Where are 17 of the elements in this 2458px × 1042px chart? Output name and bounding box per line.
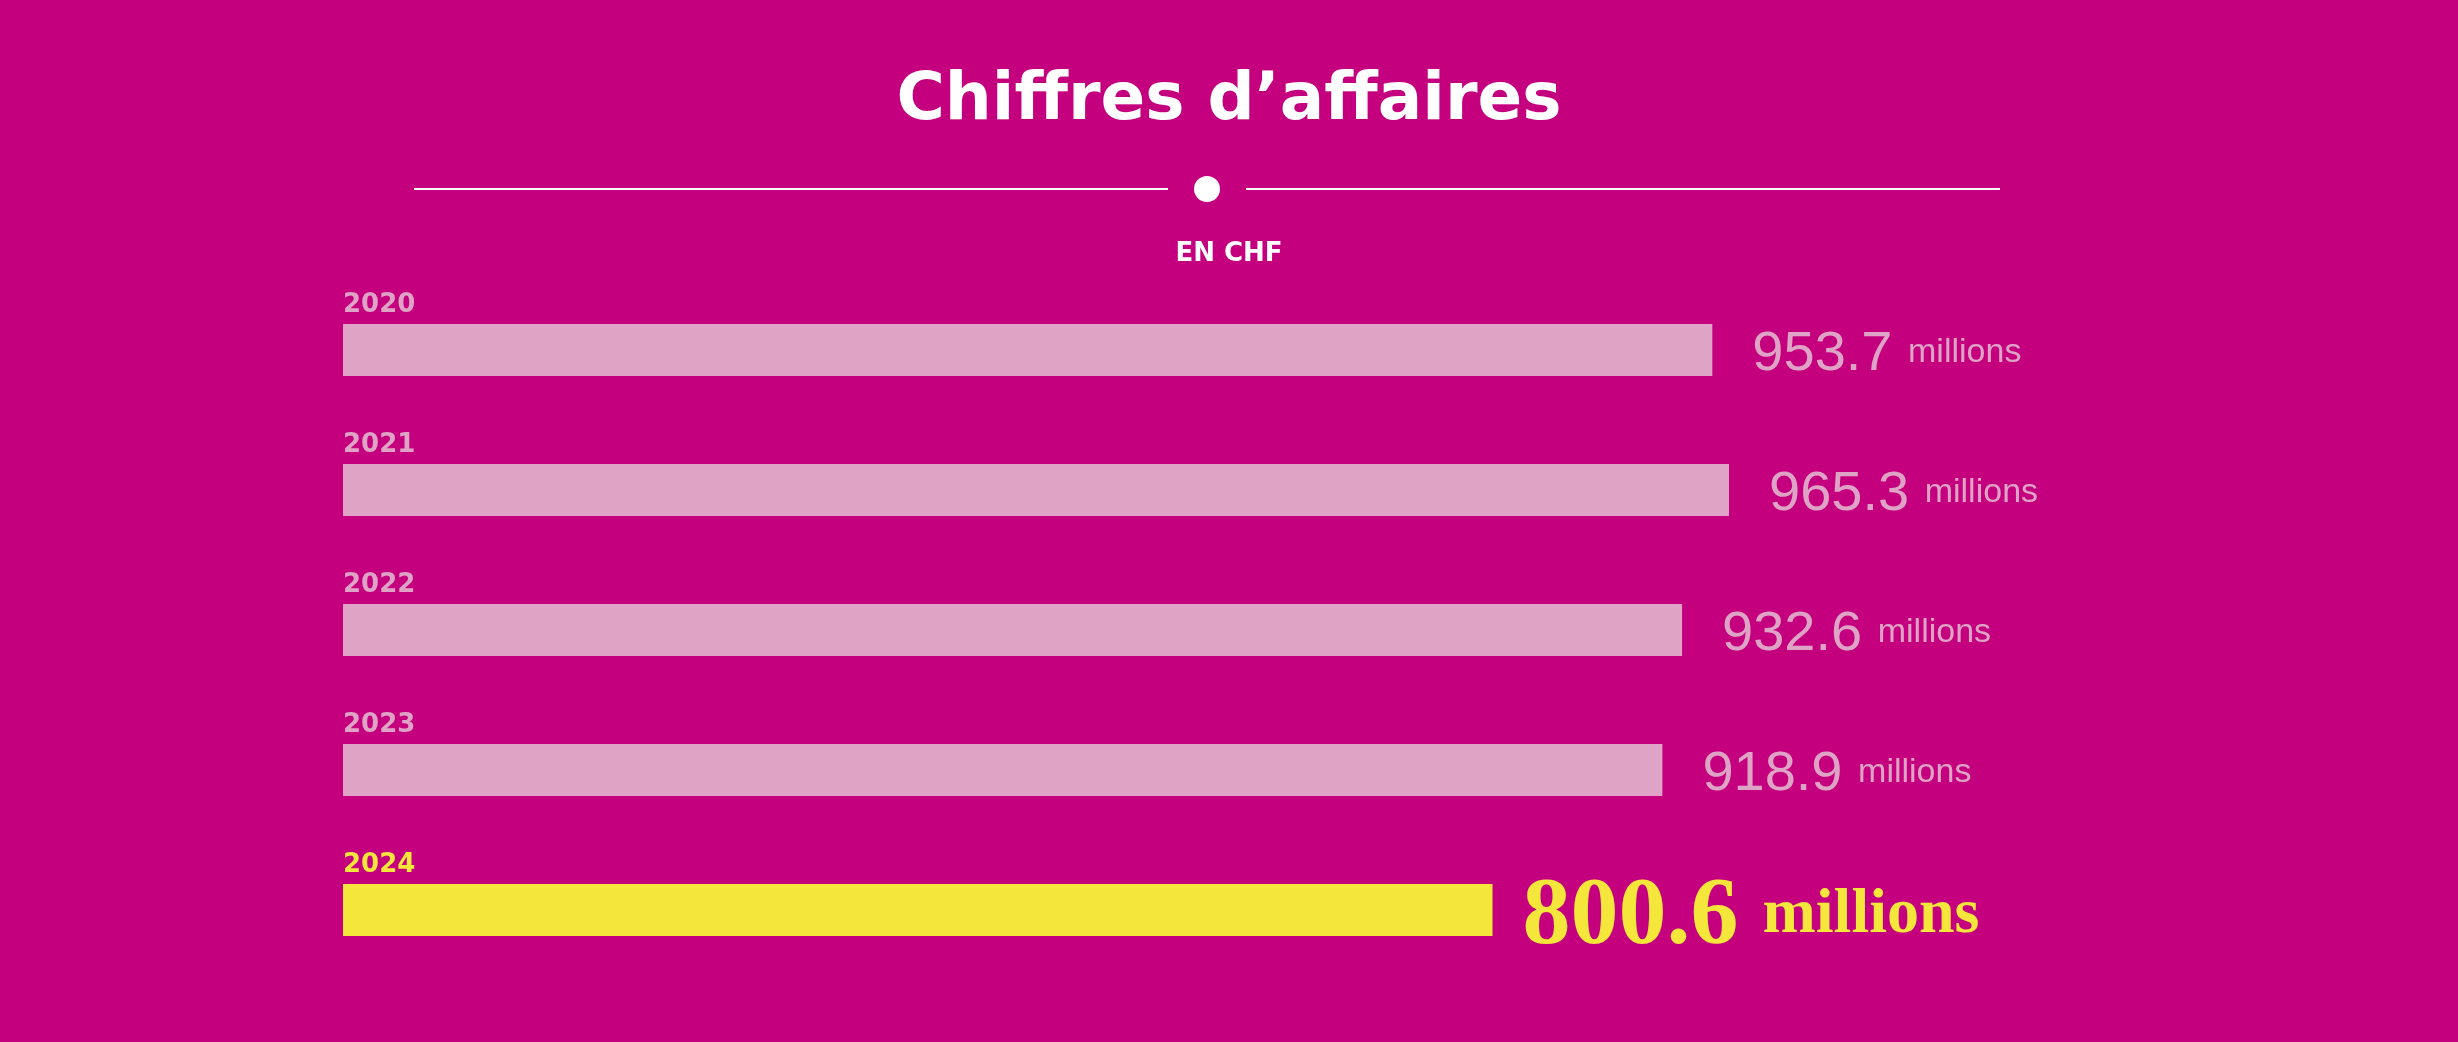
data-label: 800.6 millions bbox=[1522, 856, 1980, 964]
y-tick-label: 2021 bbox=[343, 428, 416, 458]
bar bbox=[343, 604, 1683, 656]
bar bbox=[343, 884, 1493, 936]
data-label: 965.3 millions bbox=[1769, 458, 2039, 522]
y-tick-label: 2024 bbox=[343, 848, 416, 878]
data-label: 932.6 millions bbox=[1722, 598, 1992, 662]
chart-title: Chiffres d’affaires bbox=[896, 57, 1562, 135]
bar bbox=[343, 464, 1729, 516]
y-tick-label: 2023 bbox=[343, 708, 416, 738]
data-label: 918.9 millions bbox=[1702, 738, 1972, 802]
y-tick-label: 2020 bbox=[343, 288, 416, 318]
chart-subtitle: EN CHF bbox=[1175, 237, 1283, 267]
bar bbox=[343, 744, 1663, 796]
bar bbox=[343, 324, 1713, 376]
data-label: 953.7 millions bbox=[1752, 318, 2022, 382]
y-tick-label: 2022 bbox=[343, 568, 416, 598]
